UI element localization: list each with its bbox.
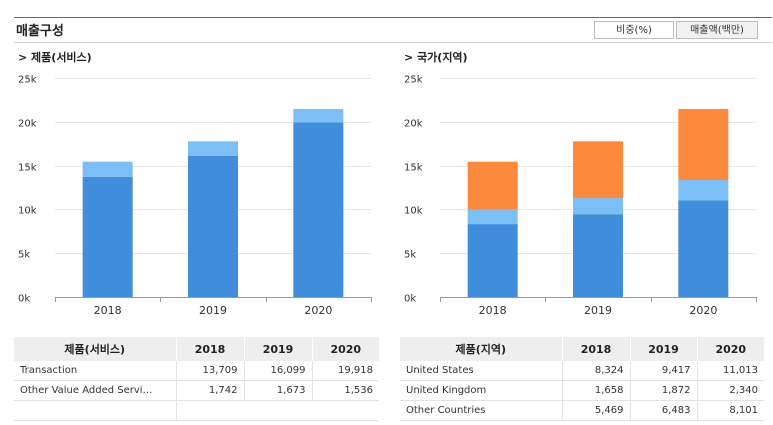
products-chart: 0k 5k 10k 15k 20k 25k 2018 2019 2020 bbox=[18, 75, 372, 317]
x-tick-label: 2018 bbox=[479, 304, 507, 317]
x-tick-label: 2019 bbox=[199, 304, 227, 317]
bar-segment bbox=[467, 161, 518, 210]
column-header: 2018 bbox=[562, 337, 631, 361]
bar-segment bbox=[188, 141, 238, 156]
bar-segment bbox=[467, 224, 518, 297]
column-header: 2020 bbox=[697, 337, 764, 361]
cell-value: 19,918 bbox=[312, 361, 379, 381]
regions-chart: 0k 5k 10k 15k 20k 25k 2018 2019 2020 bbox=[404, 75, 757, 317]
y-tick-label: 20k bbox=[404, 119, 423, 130]
table-row: Other Value Added Servi… 1,742 1,673 1,5… bbox=[14, 380, 379, 401]
row-label bbox=[14, 400, 177, 421]
header-top-border bbox=[14, 17, 772, 18]
table-row: Transaction 13,709 16,099 19,918 bbox=[14, 361, 379, 381]
row-label: United Kingdom bbox=[400, 380, 563, 401]
y-tick-label: 5k bbox=[18, 250, 30, 261]
x-tick-label: 2019 bbox=[584, 304, 612, 317]
column-header: 2018 bbox=[176, 337, 245, 361]
cell-value: 6,483 bbox=[630, 400, 698, 421]
bar-segment bbox=[678, 109, 729, 181]
cell-value: 1,742 bbox=[176, 380, 245, 401]
cell-value: 11,013 bbox=[697, 361, 764, 381]
header-bottom-border bbox=[14, 42, 772, 43]
bar-segment bbox=[573, 214, 623, 297]
bar-segment bbox=[293, 109, 344, 123]
page-title: 매출구성 bbox=[16, 24, 64, 39]
y-tick-label: 20k bbox=[18, 119, 37, 130]
cell-value bbox=[176, 400, 244, 421]
y-tick-label: 25k bbox=[18, 75, 37, 86]
cell-value: 5,469 bbox=[562, 400, 631, 421]
cell-value: 8,101 bbox=[697, 400, 764, 421]
column-header: 2019 bbox=[630, 337, 698, 361]
column-header: 제품(서비스) bbox=[14, 337, 177, 361]
products-table: 제품(서비스) 2018 2019 2020 Transaction 13,70… bbox=[14, 337, 379, 421]
row-label: Other Countries bbox=[400, 400, 563, 421]
table-header-row: 제품(지역) 2018 2019 2020 bbox=[400, 337, 764, 361]
row-label: Other Value Added Servi… bbox=[14, 380, 177, 401]
cell-value bbox=[244, 400, 312, 421]
cell-value: 1,872 bbox=[630, 380, 698, 401]
bar-segment bbox=[82, 161, 133, 177]
y-tick-label: 0k bbox=[18, 294, 30, 305]
cell-value: 13,709 bbox=[176, 361, 245, 381]
table-row: United States 8,324 9,417 11,013 bbox=[400, 361, 764, 381]
tab-revenue[interactable]: 매출액(백만) bbox=[676, 21, 758, 39]
table-row bbox=[14, 400, 379, 421]
cell-value: 1,673 bbox=[244, 380, 313, 401]
column-header: 2020 bbox=[312, 337, 379, 361]
bar-segment bbox=[82, 176, 133, 297]
bar-segment bbox=[678, 180, 729, 201]
table-header-row: 제품(서비스) 2018 2019 2020 bbox=[14, 337, 379, 361]
row-label: United States bbox=[400, 361, 563, 381]
tab-ratio[interactable]: 비중(%) bbox=[594, 21, 674, 39]
bar-segment bbox=[573, 141, 623, 199]
table-row: United Kingdom 1,658 1,872 2,340 bbox=[400, 380, 764, 401]
row-label: Transaction bbox=[14, 361, 177, 381]
cell-value: 1,536 bbox=[312, 380, 379, 401]
bar-segment bbox=[293, 122, 344, 298]
section-title-regions: > 국가(지역) bbox=[404, 51, 468, 64]
y-tick-label: 25k bbox=[404, 75, 423, 86]
column-header: 2019 bbox=[244, 337, 313, 361]
cell-value: 1,658 bbox=[562, 380, 631, 401]
cell-value: 9,417 bbox=[630, 361, 698, 381]
section-title-products: > 제품(서비스) bbox=[18, 51, 92, 64]
bar-segment bbox=[678, 200, 729, 297]
bar-segment bbox=[188, 155, 238, 297]
y-tick-label: 15k bbox=[18, 163, 37, 174]
y-tick-label: 0k bbox=[404, 294, 416, 305]
y-tick-label: 10k bbox=[404, 206, 423, 217]
column-header: 제품(지역) bbox=[400, 337, 563, 361]
cell-value bbox=[312, 400, 379, 421]
y-tick-label: 10k bbox=[18, 206, 37, 217]
cell-value: 8,324 bbox=[562, 361, 631, 381]
y-tick-label: 5k bbox=[404, 250, 416, 261]
bar-segment bbox=[467, 209, 518, 225]
y-tick-label: 15k bbox=[404, 163, 423, 174]
regions-table: 제품(지역) 2018 2019 2020 United States 8,32… bbox=[400, 337, 764, 421]
cell-value: 16,099 bbox=[244, 361, 313, 381]
x-tick-label: 2020 bbox=[304, 304, 332, 317]
cell-value: 2,340 bbox=[697, 380, 764, 401]
x-tick-label: 2020 bbox=[689, 304, 717, 317]
x-tick-label: 2018 bbox=[94, 304, 122, 317]
table-row: Other Countries 5,469 6,483 8,101 bbox=[400, 400, 764, 421]
bar-segment bbox=[573, 198, 623, 215]
